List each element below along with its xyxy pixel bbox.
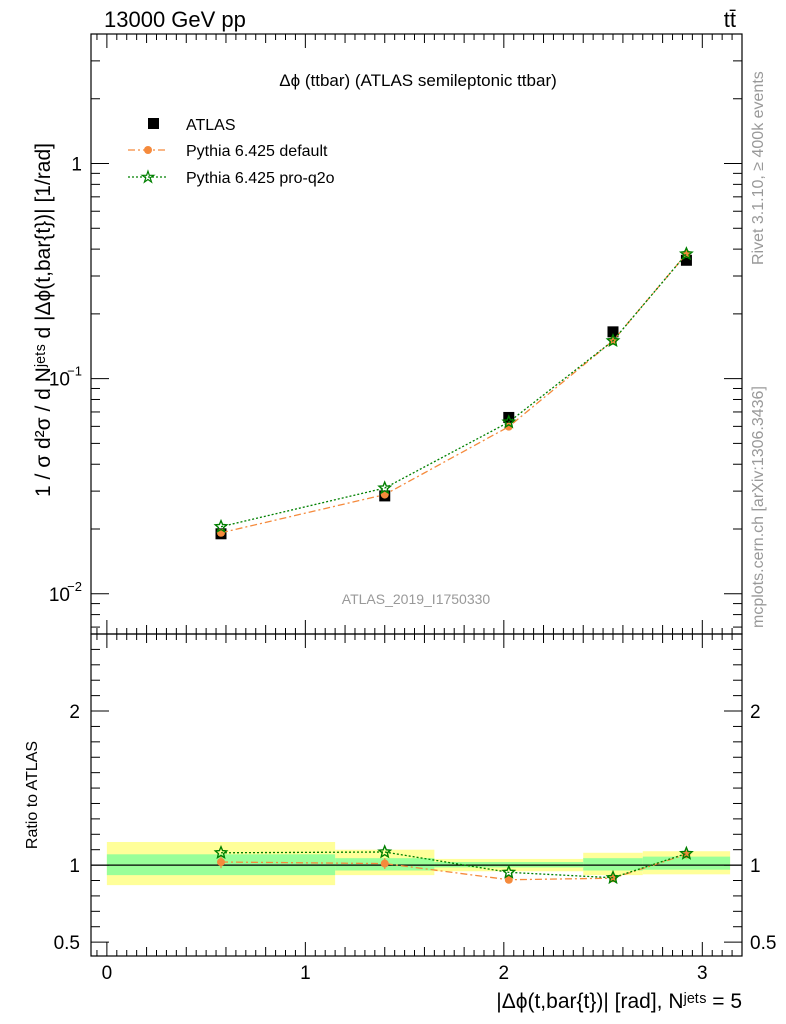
legend-label-atlas: ATLAS — [186, 117, 236, 134]
x-tick-label: 1 — [300, 963, 311, 984]
main-y-tick-exponent: −1 — [67, 364, 82, 379]
ratio-point-pythia-6-425-default — [380, 859, 389, 868]
legend-label-default: Pythia 6.425 default — [186, 143, 328, 160]
legend: ATLAS Pythia 6.425 default ★ Pythia 6.42… — [128, 117, 335, 187]
main-y-tick-label: 1 — [71, 155, 82, 176]
main-series-line-pythia-6-425-default — [220, 253, 687, 534]
data-point-pythia-6-425-pro-q2o — [501, 414, 517, 429]
ratio-y-tick-label-right: 2 — [750, 702, 761, 723]
data-point-pythia-6-425-pro-q2o — [605, 332, 621, 348]
x-tick-label: 3 — [697, 963, 708, 984]
data-point-pythia-6-425-pro-q2o — [678, 246, 694, 261]
main-y-axis-label: 1 / σ d²σ / d Nʲᵉᵗˢ d |Δϕ(t,bar{t})| [1/… — [32, 143, 55, 497]
chart-title: Δϕ (ttbar) (ATLAS semileptonic ttbar) — [279, 71, 557, 90]
legend-label-proq2o: Pythia 6.425 pro-q2o — [186, 170, 335, 187]
ratio-y-tick-label: 0.5 — [54, 933, 80, 954]
data-point-pythia-6-425-default — [504, 422, 513, 431]
ratio-frame — [90, 633, 743, 957]
data-point-pythia-6-425-pro-q2o — [213, 518, 229, 533]
main-y-tick-label: 10 — [49, 370, 70, 391]
main-y-tick-label: 10 — [49, 585, 70, 606]
ratio-y-tick-label: 1 — [69, 856, 80, 877]
ratio-band-inner — [642, 856, 731, 870]
legend-marker-proq2o: ★ — [141, 169, 154, 186]
x-axis-label: |Δϕ(t,bar{t})| [rad], Nʲᵉᵗˢ = 5 — [496, 990, 742, 1013]
legend-marker-default — [144, 146, 152, 154]
data-point-atlas — [680, 254, 692, 266]
analysis-watermark: ATLAS_2019_I1750330 — [342, 591, 491, 607]
data-point-pythia-6-425-pro-q2o — [377, 480, 393, 495]
mcplots-label: mcplots.cern.ch [arXiv:1306.3436] — [750, 386, 767, 628]
rivet-label: Rivet 3.1.10, ≥ 400k events — [750, 71, 767, 265]
x-tick-label: 2 — [499, 963, 510, 984]
ratio-point-pythia-6-425-default — [217, 858, 226, 867]
energy-label: 13000 GeV pp — [104, 7, 246, 32]
ratio-point-pythia-6-425-pro-q2o — [213, 844, 229, 860]
main-series-line-pythia-6-425-pro-q2o — [220, 253, 687, 528]
x-tick-label: 0 — [102, 963, 113, 984]
ratio-y-tick-label-right: 0.5 — [750, 933, 776, 954]
ratio-band-inner — [583, 858, 643, 871]
main-y-tick-exponent: −2 — [67, 579, 82, 594]
ratio-y-tick-label: 2 — [69, 702, 80, 723]
ratio-series-line-pythia-6-425-pro-q2o — [220, 851, 687, 879]
ratio-point-pythia-6-425-pro-q2o — [605, 869, 621, 885]
data-point-atlas — [607, 326, 619, 338]
ratio-point-pythia-6-425-pro-q2o — [501, 864, 517, 879]
ratio-point-pythia-6-425-default — [504, 875, 513, 884]
legend-marker-atlas — [148, 118, 159, 129]
process-label: tt̄ — [724, 7, 736, 32]
ratio-panel: 0 1 2 3 0.5 0.5 1 1 2 2 — [54, 633, 776, 984]
ratio-point-pythia-6-425-pro-q2o — [678, 845, 694, 860]
ratio-y-axis-label: Ratio to ATLAS — [24, 741, 41, 849]
ratio-y-tick-label-right: 1 — [750, 856, 761, 877]
ratio-point-pythia-6-425-default — [682, 850, 691, 859]
ratio-point-pythia-6-425-pro-q2o — [377, 844, 393, 859]
